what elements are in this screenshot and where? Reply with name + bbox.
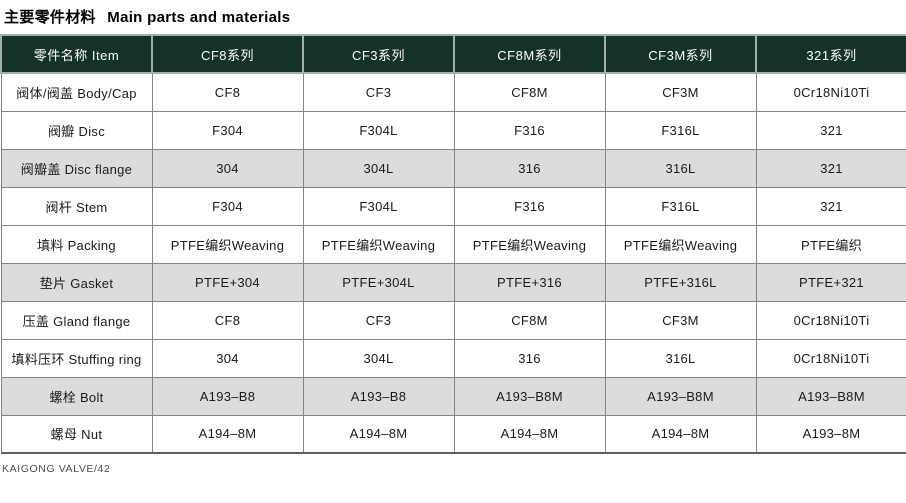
material-value-cell: 321 xyxy=(755,110,906,150)
material-value-cell: 304L xyxy=(302,148,455,188)
material-value-cell: 321 xyxy=(755,186,906,226)
table-row: 压盖 Gland flange CF8 CF3 CF8M CF3M 0Cr18Ni10Ti xyxy=(0,300,906,340)
material-value-cell: 0Cr18Ni10Ti xyxy=(755,300,906,340)
material-value-cell: F316L xyxy=(604,186,757,226)
item-name-cell: 螺母 Nut xyxy=(0,414,153,454)
material-value-cell: A194–8M xyxy=(453,414,606,454)
material-value-cell: F304 xyxy=(151,110,304,150)
material-value-cell: PTFE+304L xyxy=(302,262,455,302)
material-value-cell: 316 xyxy=(453,148,606,188)
table-row: 填料 Packing PTFE编织Weaving PTFE编织Weaving PTFE… xyxy=(0,224,906,264)
item-name-cell: 填料压环 Stuffing ring xyxy=(0,338,153,378)
material-value-cell: PTFE+304 xyxy=(151,262,304,302)
table-row: 阀瓣盖 Disc flange 304 304L 316 316L 321 xyxy=(0,148,906,188)
header-cell-cf3m: CF3M系列 xyxy=(604,34,757,74)
material-value-cell: F316 xyxy=(453,110,606,150)
item-name-cell: 阀体/阀盖 Body/Cap xyxy=(0,72,153,112)
material-value-cell: A194–8M xyxy=(151,414,304,454)
material-value-cell: F316L xyxy=(604,110,757,150)
material-value-cell: 316L xyxy=(604,148,757,188)
table-body: 阀体/阀盖 Body/Cap CF8 CF3 CF8M CF3M 0Cr18Ni10Ti 阀… xyxy=(0,72,906,454)
material-value-cell: PTFE编织Weaving xyxy=(453,224,606,264)
material-value-cell: PTFE编织Weaving xyxy=(151,224,304,264)
table-row: 阀杆 Stem F304 F304L F316 F316L 321 xyxy=(0,186,906,226)
header-cell-cf8: CF8系列 xyxy=(151,34,304,74)
material-value-cell: CF3M xyxy=(604,300,757,340)
material-value-cell: PTFE编织 xyxy=(755,224,906,264)
material-value-cell: F304L xyxy=(302,110,455,150)
item-name-cell: 阀杆 Stem xyxy=(0,186,153,226)
item-name-cell: 阀瓣 Disc xyxy=(0,110,153,150)
material-value-cell: PTFE+316 xyxy=(453,262,606,302)
header-cell-item: 零件名称 Item xyxy=(0,34,153,74)
material-value-cell: CF8 xyxy=(151,72,304,112)
page-title-chinese: 主要零件材料 xyxy=(4,9,96,26)
material-value-cell: CF3M xyxy=(604,72,757,112)
material-value-cell: PTFE编织Weaving xyxy=(302,224,455,264)
item-name-cell: 阀瓣盖 Disc flange xyxy=(0,148,153,188)
material-value-cell: 304L xyxy=(302,338,455,378)
material-value-cell: F316 xyxy=(453,186,606,226)
header-cell-321: 321系列 xyxy=(755,34,906,74)
material-value-cell: CF8M xyxy=(453,72,606,112)
table-row: 垫片 Gasket PTFE+304 PTFE+304L PTFE+316 PTFE+3… xyxy=(0,262,906,302)
material-value-cell: A193–B8 xyxy=(151,376,304,416)
material-value-cell: A193–8M xyxy=(755,414,906,454)
material-value-cell: CF3 xyxy=(302,300,455,340)
material-value-cell: A193–B8 xyxy=(302,376,455,416)
material-value-cell: 321 xyxy=(755,148,906,188)
material-value-cell: PTFE编织Weaving xyxy=(604,224,757,264)
item-name-cell: 垫片 Gasket xyxy=(0,262,153,302)
material-value-cell: A194–8M xyxy=(302,414,455,454)
page-title-english: Main parts and materials xyxy=(107,9,291,26)
table-row: 填料压环 Stuffing ring 304 304L 316 316L 0Cr18Ni1… xyxy=(0,338,906,378)
material-value-cell: A194–8M xyxy=(604,414,757,454)
material-value-cell: PTFE+316L xyxy=(604,262,757,302)
material-value-cell: 0Cr18Ni10Ti xyxy=(755,72,906,112)
material-value-cell: 304 xyxy=(151,338,304,378)
material-value-cell: CF8 xyxy=(151,300,304,340)
table-row: 阀瓣 Disc F304 F304L F316 F316L 321 xyxy=(0,110,906,150)
table-row: 螺母 Nut A194–8M A194–8M A194–8M A194–8M A193–8… xyxy=(0,414,906,454)
item-name-cell: 填料 Packing xyxy=(0,224,153,264)
table-row: 阀体/阀盖 Body/Cap CF8 CF3 CF8M CF3M 0Cr18Ni10Ti xyxy=(0,72,906,112)
material-value-cell: CF3 xyxy=(302,72,455,112)
material-value-cell: 0Cr18Ni10Ti xyxy=(755,338,906,378)
footer-text: KAIGONG VALVE/42 xyxy=(2,463,111,475)
material-value-cell: F304 xyxy=(151,186,304,226)
header-cell-cf3: CF3系列 xyxy=(302,34,455,74)
material-value-cell: PTFE+321 xyxy=(755,262,906,302)
table-header-row: 零件名称 Item CF8系列 CF3系列 CF8M系列 CF3M系列 321系… xyxy=(0,34,906,74)
material-value-cell: A193–B8M xyxy=(755,376,906,416)
material-value-cell: 316 xyxy=(453,338,606,378)
material-value-cell: CF8M xyxy=(453,300,606,340)
table-row: 螺栓 Bolt A193–B8 A193–B8 A193–B8M A193–B8M A19… xyxy=(0,376,906,416)
item-name-cell: 螺栓 Bolt xyxy=(0,376,153,416)
material-value-cell: 304 xyxy=(151,148,304,188)
materials-table: 零件名称 Item CF8系列 CF3系列 CF8M系列 CF3M系列 321系… xyxy=(0,34,906,454)
header-cell-cf8m: CF8M系列 xyxy=(453,34,606,74)
material-value-cell: F304L xyxy=(302,186,455,226)
material-value-cell: A193–B8M xyxy=(604,376,757,416)
page-title: 主要零件材料 Main parts and materials xyxy=(0,0,906,34)
material-value-cell: A193–B8M xyxy=(453,376,606,416)
item-name-cell: 压盖 Gland flange xyxy=(0,300,153,340)
material-value-cell: 316L xyxy=(604,338,757,378)
